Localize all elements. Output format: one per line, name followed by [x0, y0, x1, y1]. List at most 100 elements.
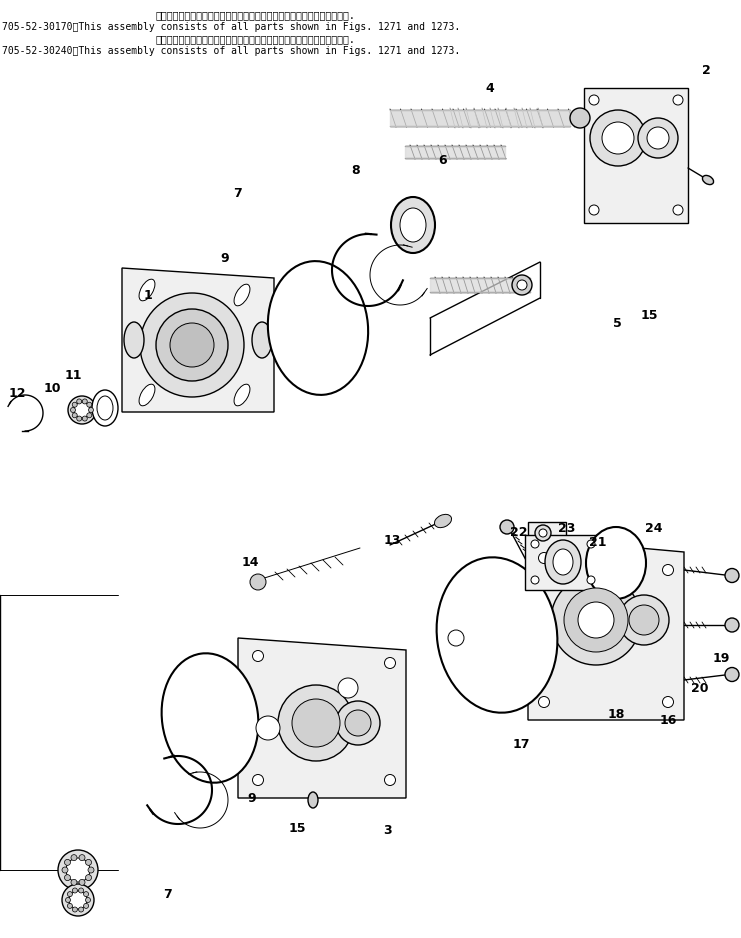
Circle shape	[725, 568, 739, 582]
Text: 2: 2	[702, 64, 711, 77]
Circle shape	[551, 575, 641, 665]
Polygon shape	[238, 638, 406, 798]
Circle shape	[570, 108, 590, 128]
Text: 7: 7	[233, 187, 242, 200]
Circle shape	[71, 879, 77, 885]
Circle shape	[69, 891, 87, 909]
Circle shape	[65, 898, 70, 902]
Text: 8: 8	[352, 163, 360, 176]
Circle shape	[156, 309, 228, 381]
Text: 24: 24	[645, 522, 662, 535]
Circle shape	[87, 413, 92, 417]
Circle shape	[629, 605, 659, 635]
Text: 15: 15	[288, 822, 306, 835]
Circle shape	[589, 95, 599, 105]
Circle shape	[74, 402, 90, 418]
Text: 6: 6	[439, 154, 448, 167]
Ellipse shape	[436, 557, 557, 713]
Circle shape	[84, 892, 89, 897]
Ellipse shape	[97, 396, 113, 420]
Ellipse shape	[434, 514, 451, 528]
Text: このアセンブリの構成部品は第１２７１図および第１２７３図を含みます.: このアセンブリの構成部品は第１２７１図および第１２７３図を含みます.	[155, 10, 355, 20]
Ellipse shape	[92, 390, 118, 426]
Circle shape	[673, 95, 683, 105]
Circle shape	[79, 888, 84, 893]
Ellipse shape	[124, 322, 144, 358]
Circle shape	[87, 402, 92, 407]
Circle shape	[590, 110, 646, 166]
Circle shape	[602, 122, 634, 154]
Text: 9: 9	[221, 251, 229, 265]
Circle shape	[253, 775, 264, 785]
Text: 17: 17	[512, 738, 530, 751]
Circle shape	[170, 323, 214, 367]
Circle shape	[292, 699, 340, 747]
Text: 705-52-30240：This assembly consists of all parts shown in Figs. 1271 and 1273.: 705-52-30240：This assembly consists of a…	[2, 46, 460, 56]
Circle shape	[517, 280, 527, 290]
Text: 14: 14	[242, 556, 259, 569]
Circle shape	[385, 658, 396, 669]
Circle shape	[535, 525, 551, 541]
Circle shape	[442, 624, 470, 652]
Circle shape	[79, 855, 85, 861]
Text: 10: 10	[43, 382, 61, 395]
Circle shape	[539, 697, 550, 707]
Circle shape	[725, 618, 739, 632]
Circle shape	[253, 650, 264, 661]
Text: 20: 20	[691, 682, 708, 694]
Circle shape	[77, 399, 82, 404]
Circle shape	[62, 867, 68, 873]
Ellipse shape	[234, 385, 250, 406]
Circle shape	[71, 855, 77, 861]
Text: 13: 13	[383, 534, 401, 547]
Circle shape	[62, 884, 94, 916]
Text: 21: 21	[589, 537, 607, 550]
Circle shape	[638, 118, 678, 158]
Ellipse shape	[545, 540, 581, 584]
Circle shape	[512, 275, 532, 295]
Circle shape	[250, 574, 266, 590]
Circle shape	[64, 859, 70, 866]
Circle shape	[587, 576, 595, 584]
Polygon shape	[528, 522, 566, 538]
Ellipse shape	[139, 280, 155, 301]
Ellipse shape	[586, 527, 646, 599]
Circle shape	[662, 697, 674, 707]
Circle shape	[338, 678, 358, 698]
Circle shape	[68, 396, 96, 424]
Circle shape	[64, 874, 70, 881]
Text: 3: 3	[384, 824, 392, 837]
Ellipse shape	[234, 284, 250, 306]
Circle shape	[85, 859, 92, 866]
Ellipse shape	[400, 208, 426, 242]
Ellipse shape	[139, 385, 155, 406]
Ellipse shape	[252, 322, 272, 358]
Circle shape	[79, 907, 84, 912]
Circle shape	[589, 205, 599, 215]
Text: 23: 23	[558, 522, 576, 535]
Circle shape	[66, 858, 90, 882]
Ellipse shape	[162, 653, 259, 782]
Circle shape	[77, 416, 82, 421]
Circle shape	[85, 874, 92, 881]
Text: 1: 1	[144, 289, 153, 301]
Text: 7: 7	[164, 888, 173, 901]
Ellipse shape	[553, 549, 573, 575]
Circle shape	[67, 892, 73, 897]
Circle shape	[619, 595, 669, 645]
Polygon shape	[528, 538, 684, 720]
Circle shape	[82, 416, 87, 421]
Ellipse shape	[391, 197, 435, 253]
Circle shape	[82, 399, 87, 404]
Text: 19: 19	[712, 652, 730, 664]
Circle shape	[725, 668, 739, 682]
Circle shape	[85, 898, 90, 902]
Text: 12: 12	[8, 386, 26, 400]
Circle shape	[578, 602, 614, 638]
Circle shape	[84, 903, 89, 908]
Circle shape	[539, 529, 547, 537]
Text: 9: 9	[247, 792, 256, 805]
Circle shape	[448, 630, 464, 646]
Circle shape	[88, 867, 94, 873]
Circle shape	[79, 879, 85, 885]
